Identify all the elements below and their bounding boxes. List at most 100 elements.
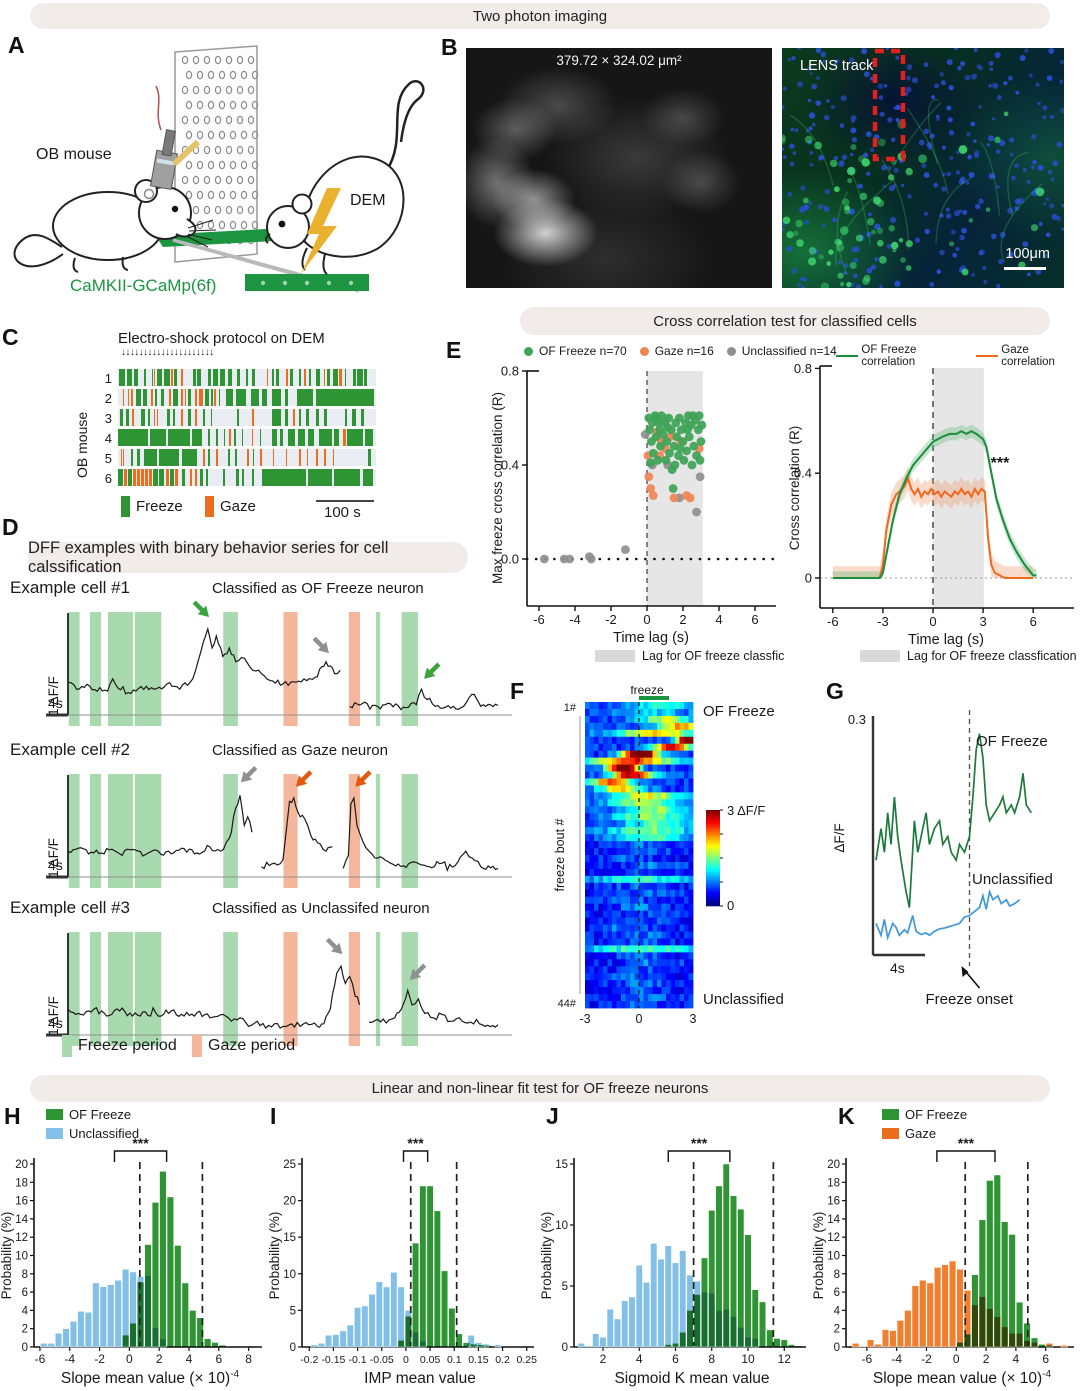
freeze-bout [157,369,162,386]
heatmap-cell [594,841,599,849]
heatmap-cell [634,743,640,752]
scatter-dot [653,455,663,465]
heatmap-cell [657,987,662,995]
freeze-period-band [89,932,102,1046]
heatmap-cell [675,792,680,800]
histogram-bar [621,1300,629,1348]
heatmap-cell [684,910,689,918]
heatmap-cell [594,952,599,960]
heatmap-cell [670,952,676,960]
heatmap-cell [670,994,676,1002]
legend-label: Unclassified [69,1126,140,1141]
heatmap-cell [666,743,671,752]
heatmap-cell [625,938,631,946]
heatmap-cell [607,715,613,724]
svg-text:8: 8 [245,1352,252,1366]
heatmap-cell [679,785,685,793]
hist-xlabel: Sigmoid K mean value [614,1370,769,1387]
heatmap-cell [630,903,635,912]
svg-text:0.15: 0.15 [468,1354,489,1366]
heatmap-cell [607,966,613,974]
heatmap-cell [675,743,680,752]
heatmap-cell [648,980,653,988]
histogram-bar [354,1307,362,1348]
gaze-bout [214,389,217,406]
heatmap-cell [688,952,694,960]
svg-text:20: 20 [15,1159,28,1171]
gaze-bout [194,389,198,406]
freeze-period-band [375,774,381,888]
svg-text:8: 8 [708,1352,715,1366]
gaze-bout [272,449,275,466]
freeze-bout [364,369,368,386]
heatmap-cell [688,750,694,759]
heatmap-cell [670,702,676,710]
colorbar-segment [706,840,720,843]
heatmap-cell [594,868,599,877]
heatmap-cell [630,827,635,835]
heatmap-cell [630,743,635,752]
heatmap-cell [688,841,694,849]
heatmap-cell [598,987,604,995]
heatmap-cell [688,736,694,745]
heatmap-cell [630,910,635,918]
heatmap-cell [643,917,649,925]
heatmap-cell [634,792,640,800]
colorbar-segment [706,892,720,895]
heatmap-cell [679,868,685,877]
freeze-bout [120,409,123,426]
gaze-bout [154,409,156,426]
heatmap-cell [589,917,595,925]
heatmap-cell [661,820,667,828]
heatmap-cell [612,924,617,932]
cell3-trace-plot: 4s1 ΔF/F [46,932,512,1046]
heatmap-cell [652,708,658,717]
heatmap-cell [612,729,617,738]
scatter-dot [679,455,689,465]
heatmap-cell [675,736,680,745]
scatter-dot [689,441,699,451]
freeze-period-band [134,774,162,888]
heatmap-cell [589,994,595,1002]
heatmap-cell [688,757,694,765]
heatmap-cell [684,987,689,995]
heatmap-cell [657,973,662,981]
svg-text:-6: -6 [533,612,545,627]
heatmap-cell [648,987,653,995]
heatmap-cell [675,722,680,731]
heatmap-cell [589,736,595,745]
heatmap-cell [630,980,635,988]
freeze-bout [344,409,348,426]
freeze-bout [227,369,232,386]
heatmap-cell [589,778,595,786]
freeze-bout [172,409,175,426]
svg-text:4: 4 [834,1305,841,1317]
freeze-bout [170,469,174,486]
histogram-bar [701,1257,708,1348]
heatmap-cell [652,952,658,960]
heatmap-cell [661,861,667,870]
heatmap-cell [684,924,689,932]
freeze-bout [245,369,248,386]
svg-text:6: 6 [1042,1352,1049,1366]
heatmap-cell [603,994,608,1002]
heatmap-cell [652,889,658,898]
freeze-bout [334,429,340,446]
heatmap-cell [684,729,689,738]
heatmap-cell [679,792,685,800]
heatmap-cell [675,952,680,960]
heatmap-cell [643,868,649,877]
heatmap-cell [630,959,635,967]
heatmap-cell [648,938,653,946]
freeze-period-band [401,774,419,888]
heatmap-cell [675,799,680,807]
heatmap-cell [589,848,595,856]
heatmap-cell [657,813,662,821]
heatmap-cell [648,736,653,745]
histogram-bar [136,1281,145,1348]
freeze-period-band [223,612,238,726]
freeze-bout [118,469,124,486]
heatmap-cell [634,994,640,1002]
